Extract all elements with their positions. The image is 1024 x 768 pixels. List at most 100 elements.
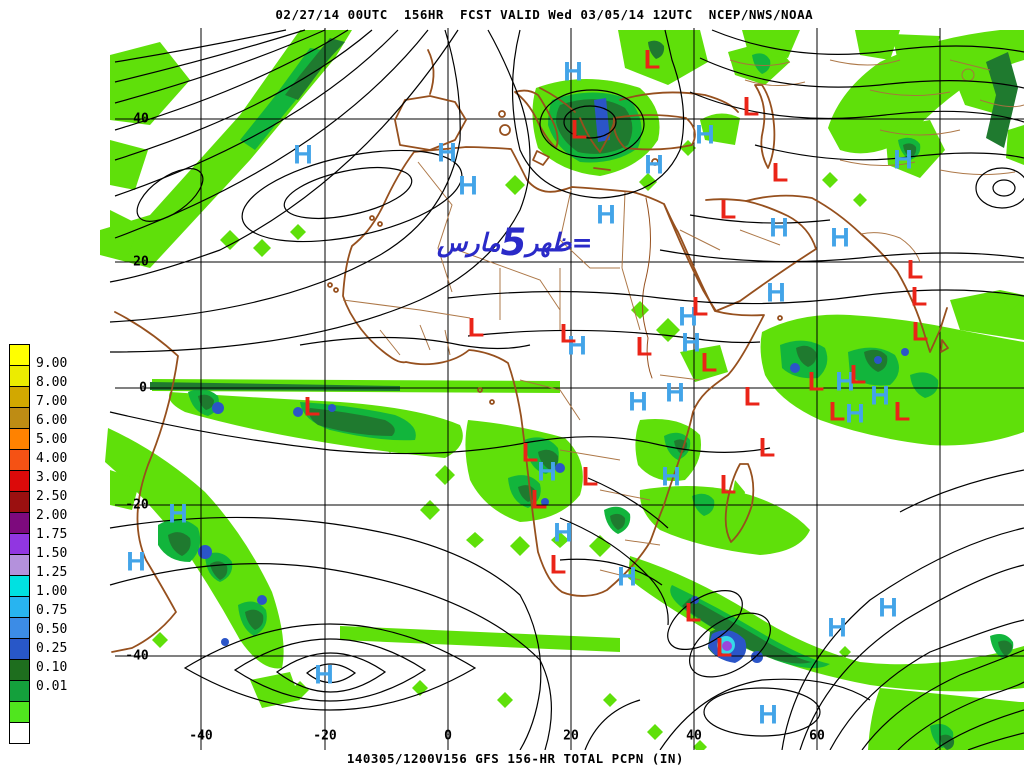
high-pressure-marker: H [845,398,865,429]
high-pressure-marker: H [681,327,701,358]
low-pressure-marker: L [849,359,867,390]
axis-label: 0 [139,380,147,396]
high-pressure-marker: H [835,366,855,397]
high-pressure-marker: H [168,498,188,529]
legend-swatch [9,617,30,639]
legend-value: 8.00 [36,375,68,390]
axis-label: 20 [563,728,579,744]
legend-value: 0.75 [36,603,68,618]
legend-boxes [9,344,79,744]
high-pressure-marker: H [766,277,786,308]
high-pressure-marker: H [695,119,715,150]
low-pressure-marker: L [807,366,825,397]
high-pressure-marker: H [437,137,457,168]
high-pressure-marker: H [830,222,850,253]
high-pressure-marker: H [563,56,583,87]
high-pressure-marker: H [678,301,698,332]
legend-value: 0.10 [36,660,68,675]
legend-value: 9.00 [36,356,68,371]
low-pressure-marker: L [910,281,928,312]
high-pressure-marker: H [769,212,789,243]
high-pressure-marker: H [644,149,664,180]
legend-value: 2.50 [36,489,68,504]
low-pressure-marker: L [530,484,548,515]
low-pressure-marker: L [742,91,760,122]
legend-value: 1.00 [36,584,68,599]
legend-value: 6.00 [36,413,68,428]
low-pressure-marker: L [684,597,702,628]
legend-value: 0.25 [36,641,68,656]
high-pressure-marker: H [878,592,898,623]
high-pressure-marker: H [617,561,637,592]
axis-label: 40 [686,728,702,744]
low-pressure-marker: L [559,318,577,349]
legend-value: 1.50 [36,546,68,561]
low-pressure-marker: L [521,437,539,468]
low-pressure-marker: L [893,396,911,427]
high-pressure-marker: H [870,380,890,411]
legend-swatch [9,470,30,492]
low-pressure-marker: L [570,114,588,145]
axis-label: 20 [133,254,149,270]
legend-swatch [9,386,30,408]
annotation-day-number: 5 [500,221,528,264]
axis-label: -20 [313,728,337,744]
precip-purple-core [722,641,732,651]
legend-value: 0.50 [36,622,68,637]
low-pressure-marker: L [719,194,737,225]
annotation-equals-and-word: =ظهر [526,228,593,257]
axis-label: -40 [125,648,149,664]
high-pressure-marker: H [628,386,648,417]
legend-swatch [9,638,30,660]
high-pressure-marker: H [827,612,847,643]
arabic-annotation: =ظهر5مارس [437,221,593,265]
high-pressure-marker: H [661,461,681,492]
axis-label: 0 [444,728,452,744]
legend-swatch [9,722,30,744]
country-borders [342,59,1024,581]
lat-lon-grid [115,28,1024,750]
legend-value: 5.00 [36,432,68,447]
low-pressure-marker: L [743,381,761,412]
high-pressure-marker: H [553,517,573,548]
low-pressure-marker: L [828,396,846,427]
page-title: 02/27/14 00UTC 156HR FCST VALID Wed 03/0… [275,7,814,22]
high-pressure-marker: H [758,699,778,730]
legend-swatch [9,680,30,702]
legend-swatch [9,659,30,681]
high-pressure-marker: H [596,199,616,230]
map-caption: 140305/1200V156 GFS 156-HR TOTAL PCPN (I… [346,751,684,766]
low-pressure-marker: L [715,632,733,663]
low-pressure-marker: L [911,316,929,347]
low-pressure-marker: L [906,254,924,285]
legend-swatch [9,701,30,723]
high-pressure-marker: H [537,456,557,487]
low-pressure-marker: L [549,549,567,580]
legend-value: 0.01 [36,679,68,694]
annotation-month-word: مارس [437,228,501,257]
legend-value: 3.00 [36,470,68,485]
legend-value: 1.75 [36,527,68,542]
axis-label: 40 [133,111,149,127]
legend-value: 4.00 [36,451,68,466]
pressure-contours [109,29,1024,750]
low-pressure-marker: L [700,347,718,378]
low-pressure-marker: L [643,44,661,75]
legend-swatch [9,575,30,597]
legend-swatch [9,596,30,618]
low-pressure-marker: L [303,391,321,422]
high-pressure-marker: H [314,659,334,690]
high-pressure-marker: H [458,170,478,201]
low-pressure-marker: L [691,291,709,322]
low-pressure-marker: L [581,461,599,492]
legend-value: 7.00 [36,394,68,409]
low-pressure-marker: L [467,312,485,343]
axis-label: -20 [125,497,149,513]
legend-swatch [9,554,30,576]
legend-swatch [9,344,30,366]
high-pressure-marker: H [665,377,685,408]
high-pressure-marker: H [567,330,587,361]
legend-swatch [9,512,30,534]
